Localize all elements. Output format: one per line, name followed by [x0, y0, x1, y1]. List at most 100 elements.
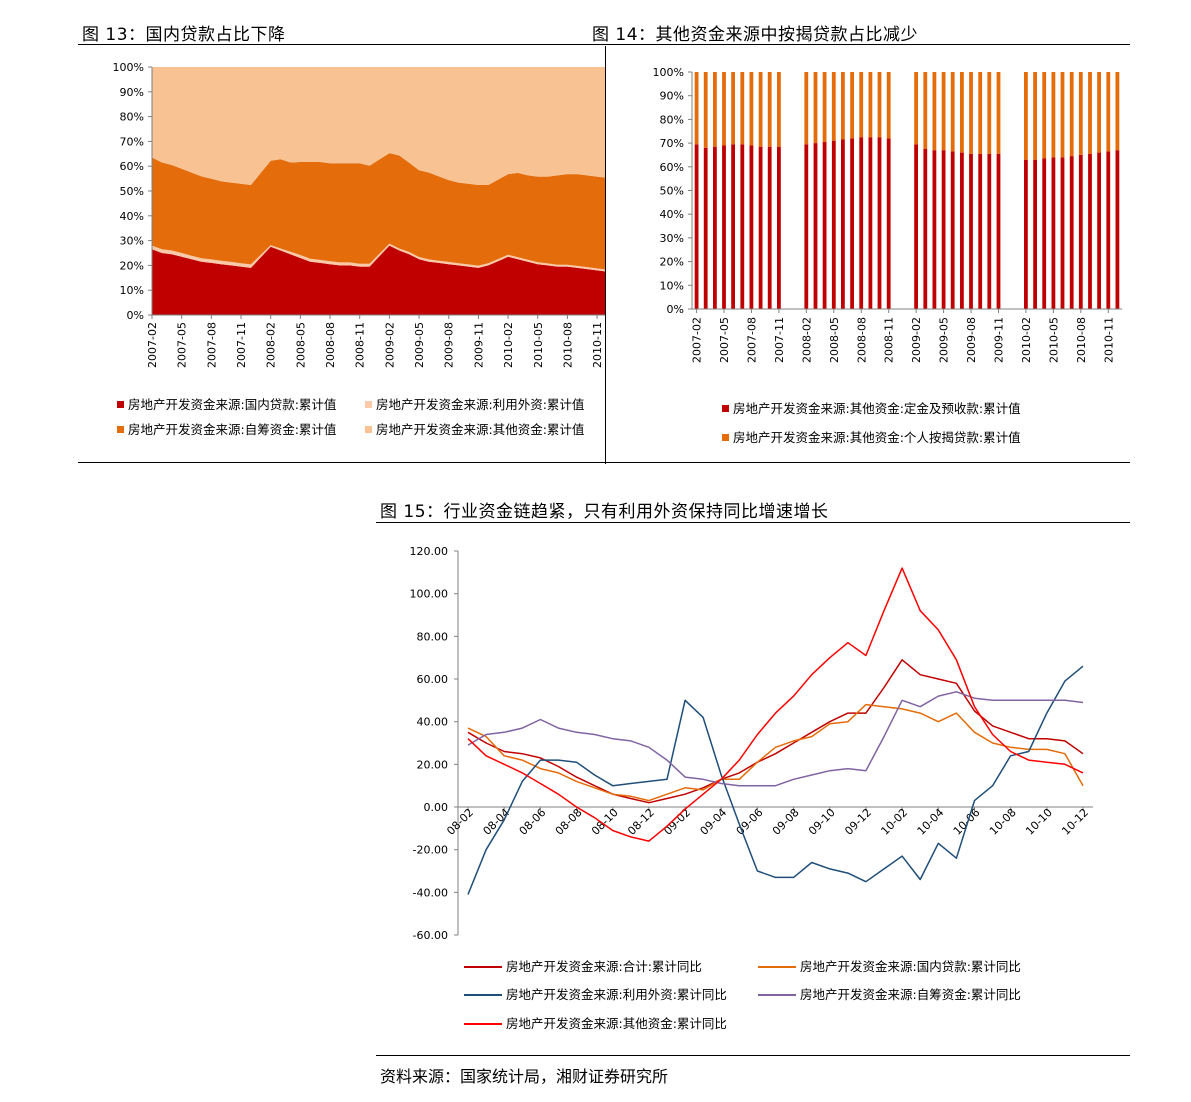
fig15-x-tick-label: 08-02	[444, 806, 476, 838]
fig13-y-tick-label: 80%	[120, 111, 144, 124]
fig14-bar-2010-03-s2	[1033, 72, 1037, 160]
fig14-bar-2010-04-s2	[1042, 72, 1047, 159]
fig13-y-tick-label: 10%	[120, 284, 144, 297]
fig14-bar-2010-07-s2	[1069, 72, 1074, 157]
fig15-x-tick-label: 09-02	[661, 806, 693, 838]
fig13-y-tick-label: 100%	[113, 61, 144, 74]
fig13-y-tick-label: 70%	[120, 135, 144, 148]
fig15-x-tick-label: 08-06	[517, 806, 549, 838]
fig15-y-tick-label: 120.00	[410, 545, 449, 558]
fig14-bar-2009-07-s2	[960, 72, 964, 153]
fig14-x-tick-label: 2009-08	[965, 317, 978, 363]
fig14-bar-2010-12-s2	[1115, 72, 1120, 151]
fig14-bar-2007-08-s1	[749, 145, 754, 309]
fig13-x-tick-label: 2007-11	[235, 322, 248, 368]
fig13-x-tick-label: 2008-11	[354, 322, 367, 368]
fig14-bar-2008-08-s1	[859, 137, 864, 309]
fig14-y-tick-label: 50%	[660, 185, 684, 198]
fig15-line-series-3	[467, 665, 1084, 895]
fig15-legend-label: 房地产开发资金来源:国内贷款:累计同比	[800, 959, 1021, 974]
fig13-x-tick-label: 2008-08	[324, 322, 337, 368]
fig15-line-series-2	[467, 703, 1084, 802]
fig14-bar-2010-09-s1	[1088, 153, 1092, 309]
fig14-bar-2007-02-s1	[694, 144, 699, 309]
fig15-top-rule	[376, 522, 1130, 523]
top-rule	[78, 44, 1130, 45]
fig14-bar-2009-09-s1	[978, 153, 983, 309]
fig14-legend-label: 房地产开发资金来源:其他资金:定金及预收款:累计值	[733, 401, 1021, 416]
fig13-legend-label: 房地产开发资金来源:国内贷款:累计值	[128, 397, 336, 412]
fig13-y-tick-label: 20%	[120, 259, 144, 272]
fig14-x-tick-label: 2010-05	[1047, 317, 1060, 363]
fig14-bar-2009-07-s1	[960, 152, 964, 309]
fig14-legend-swatch	[722, 405, 729, 412]
fig14-bar-2010-11-s2	[1106, 72, 1111, 152]
fig14-y-tick-label: 70%	[660, 137, 684, 150]
fig13-area-series-1	[152, 245, 605, 315]
fig13-x-tick-label: 2010-05	[532, 322, 545, 368]
fig14-bar-2007-03-s1	[703, 147, 708, 309]
fig14-bar-2008-02-s2	[804, 72, 809, 145]
fig15-x-tick-label: 09-04	[698, 806, 730, 838]
fig14-bar-2010-07-s1	[1069, 156, 1074, 309]
fig14-x-tick-label: 2008-05	[828, 317, 841, 363]
fig14-x-tick-label: 2009-05	[938, 317, 951, 363]
fig14-x-tick-label: 2007-02	[691, 317, 704, 363]
fig13-x-tick-label: 2007-05	[176, 322, 189, 368]
fig15-line-series-5	[467, 567, 1084, 842]
fig14-bar-2007-09-s2	[758, 72, 763, 147]
bottom-rule	[376, 1055, 1130, 1056]
fig15-chart: -60.00 -40.00 -20.00 0.00 20.00 40.00 60.00 80.…	[410, 545, 1093, 1031]
fig14-x-tick-label: 2009-11	[992, 317, 1005, 363]
fig14-bar-2007-03-s2	[703, 72, 708, 148]
fig14-bar-2010-12-s1	[1115, 150, 1120, 309]
fig13-x-tick-label: 2009-08	[443, 322, 456, 368]
middle-rule	[78, 462, 1130, 463]
fig14-bar-2009-02-s1	[914, 144, 918, 309]
fig13-legend-label: 房地产开发资金来源:其他资金:累计值	[376, 422, 584, 437]
fig14-bar-2008-10-s1	[877, 137, 882, 309]
fig14-bar-2008-09-s1	[868, 137, 873, 309]
fig14-bar-2010-02-s1	[1024, 159, 1028, 309]
fig14-x-tick-label: 2008-08	[855, 317, 868, 363]
fig14-bar-2009-03-s2	[923, 72, 928, 149]
fig14-bar-2007-02-s2	[694, 72, 699, 145]
fig13-legend-swatch	[365, 401, 372, 408]
fig15-x-tick-label: 09-12	[842, 806, 874, 838]
fig14-x-tick-label: 2007-05	[718, 317, 731, 363]
fig14-bar-2009-09-s2	[978, 72, 983, 154]
fig14-bar-2007-10-s2	[767, 72, 772, 147]
fig14-bar-2008-07-s2	[850, 72, 854, 139]
fig14-title: 图 14：其他资金来源中按揭贷款占比减少	[592, 25, 919, 45]
fig13-legend-swatch	[117, 426, 124, 433]
fig14-y-tick-label: 20%	[660, 256, 684, 269]
fig13-title: 图 13：国内贷款占比下降	[82, 25, 286, 45]
fig15-line-series-4	[467, 691, 1084, 787]
fig13-x-tick-label: 2008-02	[265, 322, 278, 368]
fig14-bar-2010-03-s1	[1033, 159, 1037, 309]
fig15-y-tick-label: -60.00	[413, 929, 448, 942]
fig14-x-tick-label: 2007-11	[773, 317, 786, 363]
fig14-bar-2007-07-s2	[740, 72, 745, 145]
fig14-bar-2008-05-s1	[831, 140, 836, 309]
fig13-chart: 0% 10% 20% 30% 40% 50% 60% 70% 80% 90% 100% 2007-02…	[113, 61, 605, 437]
fig13-area-series-2	[152, 243, 605, 272]
fig14-y-tick-label: 80%	[660, 113, 684, 126]
fig14-bar-2007-05-s1	[722, 145, 726, 309]
fig14-legend-label: 房地产开发资金来源:其他资金:个人按揭贷款:累计值	[733, 430, 1021, 445]
fig15-x-tick-label: 10-06	[951, 806, 983, 838]
fig15-y-tick-label: 0.00	[424, 801, 449, 814]
fig14-bar-2010-06-s1	[1060, 157, 1065, 309]
fig14-x-tick-label: 2008-02	[800, 317, 813, 363]
fig14-bar-2010-08-s2	[1078, 72, 1083, 155]
fig14-x-tick-label: 2010-11	[1102, 317, 1115, 363]
fig14-bar-2010-11-s1	[1106, 151, 1111, 309]
fig13-x-tick-label: 2009-11	[472, 322, 485, 368]
fig15-x-tick-label: 08-10	[589, 806, 621, 838]
fig14-y-tick-label: 60%	[660, 161, 684, 174]
fig15-legend-label: 房地产开发资金来源:合计:累计同比	[506, 959, 702, 974]
fig14-bar-2007-04-s1	[713, 146, 717, 309]
fig14-bar-2007-04-s2	[713, 72, 717, 147]
fig14-bar-2007-06-s2	[731, 72, 735, 145]
fig14-y-tick-label: 100%	[653, 66, 684, 79]
